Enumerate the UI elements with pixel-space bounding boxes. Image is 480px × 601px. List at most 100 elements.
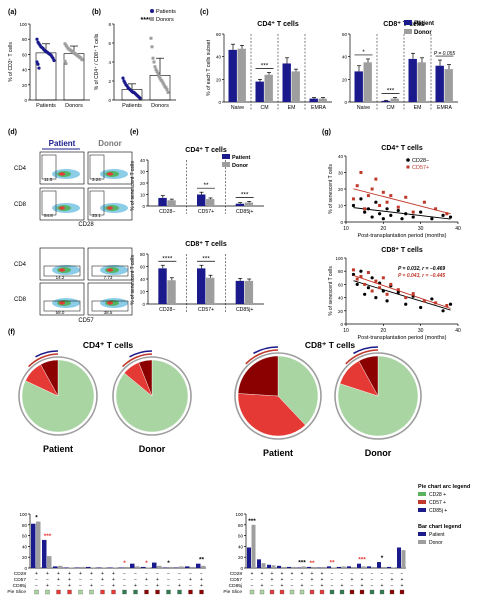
a-y-tick-label: 40 [22,68,28,73]
f-cd8-row-marker: + [381,583,384,589]
f-cd4-significance: * [123,560,126,567]
f-cd8-bar-donor [341,566,346,568]
a-y-tick-label: 100 [19,22,27,27]
g-cd8-point-cd28 [404,302,408,306]
e-cd4-y-tick-label: 20 [140,181,146,186]
g-cd4-point-cd57 [434,207,438,211]
f-cd4-bar-patient [119,567,124,568]
f-cd8-row-marker: + [261,583,264,589]
g-cd8-point-cd57 [389,282,393,286]
a-point [65,45,69,49]
e-cd8-y-tick-label: 40 [140,277,146,282]
f-cd8-row-marker: − [381,571,384,577]
e-cd8-bar-patient [235,280,245,304]
d-col-donor: Donor [98,139,122,148]
f-cd8-significance: *** [298,559,306,566]
f-cd4-row-marker: − [167,583,170,589]
f-cd4-bar-donor [179,566,184,568]
f-cd4-pie-slice-swatch [155,589,160,595]
c-legend-donor-swatch [404,29,412,34]
g-cd4-point-cd57 [378,204,382,207]
f-pie-slice [358,355,379,397]
g-cd8-annotation-cd57: P = 0.043, r = −0.445 [398,273,445,279]
f-cd4-bar-patient [163,567,168,568]
d-flow-cloud-peak [59,301,65,305]
f-cd8-row-marker: + [321,577,324,583]
g-cd4-point-cd28 [430,217,434,221]
g-cd8-point-cd57 [422,299,426,303]
a-y-tick-label: 80 [22,37,28,42]
a-x-tick-label: Patients [36,103,56,109]
f-cd8-row-marker: − [291,583,294,589]
f-pie-label: Patient [43,444,73,454]
f-pie-slice [237,393,306,437]
g-cd8-point-cd28 [448,302,453,306]
g-cd4-point-cd57 [396,205,400,209]
g-cd4-point-cd28 [411,215,415,219]
a-y-tick-label: 0 [24,98,27,103]
f-cd4-row-marker: − [178,571,181,577]
f-cd8-bar-patient [307,566,311,568]
g-cd8-point-cd28 [355,282,359,286]
g-legend-cd57: CD57+ [412,165,429,171]
b-point [162,83,166,87]
f-cd8-bar-patient [347,566,351,568]
c-cd4-y-tick-label: 40 [216,55,222,60]
b-point [157,74,161,78]
g-cd4-y-tick-label: 10 [338,204,344,209]
f-cd4-pie-slice-swatch [34,589,39,595]
f-pie-arc-cd28 [334,352,422,440]
f-pie-arc-cd85j [253,346,279,355]
f-cd4-row-marker: + [57,577,60,583]
g-cd8-ylabel: % of senescent T cells [328,266,334,316]
f-cd4-bar-donor [36,521,41,568]
f-cd4-row-marker: + [68,577,71,583]
f-cd4-pie-slice-swatch [56,589,61,595]
f-cd4-bar-patient [64,567,69,568]
f-pie-slice [277,355,319,426]
f-cd4-row-marker: + [112,571,115,577]
g-cd8-fit-line [353,280,451,311]
a-point [52,58,56,63]
f-cd8-row-marker: + [351,577,354,583]
b-x-tick-label: Patients [122,103,142,109]
b-legend-patients: Patients [156,9,176,15]
b-ylabel: % of CD4⁺ / CD8⁺ T cells [94,33,100,90]
d-gate [41,154,57,180]
b-point [161,81,165,85]
g-cd4-point-cd57 [374,177,378,181]
f-cd8-row-marker: − [351,583,354,589]
f-cd8-row-marker: − [401,571,404,577]
g-cd4-point-cd28 [389,213,393,217]
d-gate-value: 38.5 [104,310,113,315]
e-cd8-bar-donor [167,280,176,304]
a-point [64,62,68,66]
f-cd4-pie-slice-swatch [67,589,72,595]
g-cd4-point-cd28 [351,203,356,208]
f-cd8-row-marker: + [291,571,294,577]
g-cd4-point-cd57 [366,194,370,198]
c-cd4-bar-donor [237,48,246,102]
a-point [63,42,67,46]
f-pie-legend-title: Pie chart arc legend [418,484,470,490]
g-cd8-point-cd57 [411,292,415,296]
g-cd4-x-tick-label: 40 [455,226,461,232]
g-cd8-point-cd28 [441,309,445,313]
g-cd8-point-cd28 [419,305,423,310]
g-cd4-point-cd57 [359,171,363,174]
f-cd4-row-marker: − [123,571,126,577]
g-cd4-x-tick-label: 10 [343,226,349,232]
d-flow-plot [87,151,133,185]
f-cd4-row-marker: + [200,577,203,583]
e-cd4-bar-donor [244,202,254,206]
f-cd4-row-marker: − [35,583,38,589]
g-cd4-point-cd28 [448,215,453,219]
f-cd8-pie-slice-swatch [349,589,355,595]
f-cd4-row-marker: − [57,583,60,589]
b-point [165,88,169,92]
f-bar-legend-label: Patient [429,532,445,538]
d-row-label: CD4 [14,166,27,172]
c-cd8-y-tick-label: 0 [344,100,347,105]
b-significance: **** [141,17,152,24]
